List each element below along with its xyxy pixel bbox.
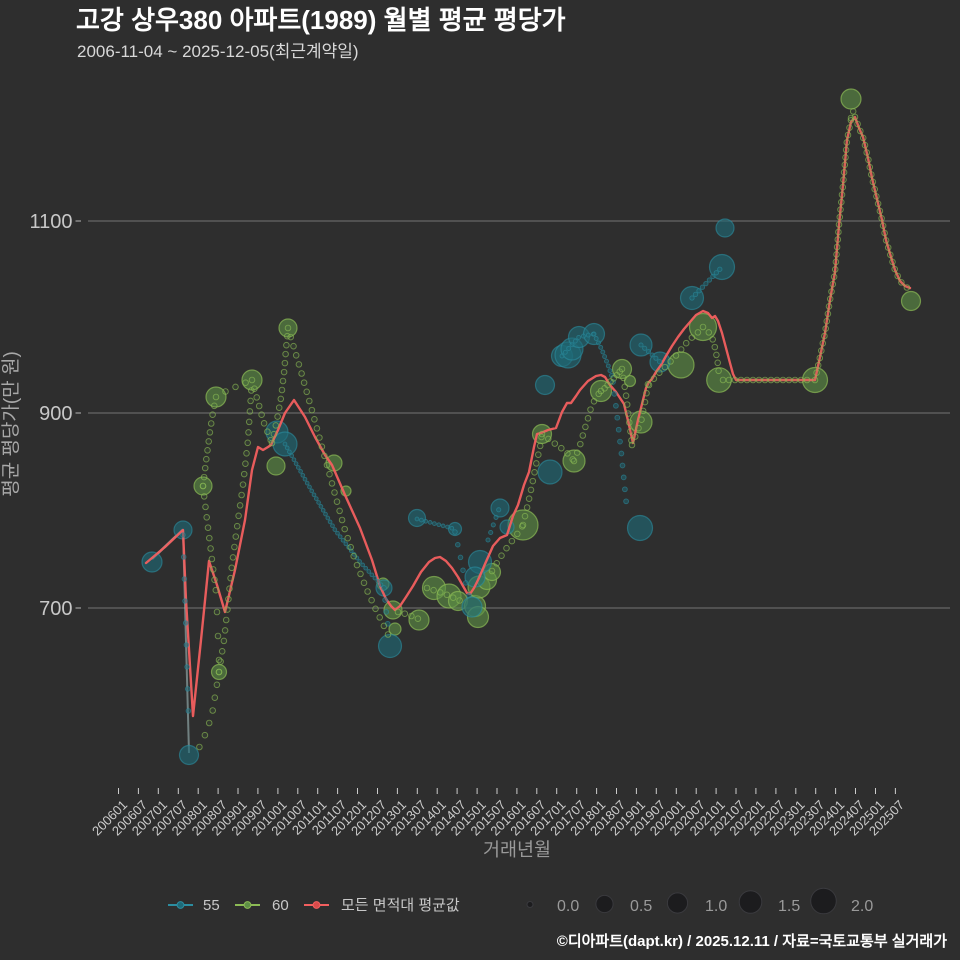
svg-text:거래년월: 거래년월 [483, 839, 551, 860]
svg-text:평균 평당가(만 원): 평균 평당가(만 원) [0, 351, 22, 497]
svg-text:1.0: 1.0 [705, 898, 727, 915]
svg-text:1100: 1100 [29, 211, 72, 233]
svg-text:900: 900 [39, 403, 72, 425]
svg-text:0.5: 0.5 [630, 898, 652, 915]
svg-text:2.0: 2.0 [851, 898, 873, 915]
svg-text:0.0: 0.0 [557, 898, 579, 915]
svg-text:60: 60 [272, 897, 289, 914]
svg-text:모든 면적대 평균값: 모든 면적대 평균값 [341, 897, 460, 914]
svg-text:1.5: 1.5 [778, 898, 800, 915]
svg-text:©디아파트(dapt.kr) / 2025.12.11 /: ©디아파트(dapt.kr) / 2025.12.11 / 자료=국토교통부 실… [557, 933, 947, 950]
svg-text:55: 55 [203, 897, 220, 914]
svg-text:700: 700 [39, 598, 72, 620]
